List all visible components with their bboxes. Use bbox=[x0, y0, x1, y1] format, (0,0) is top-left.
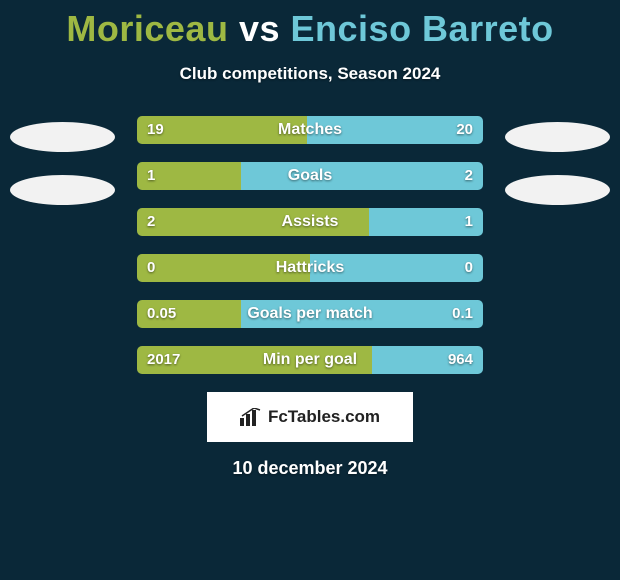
vs-text: vs bbox=[239, 8, 280, 49]
stat-value-right: 0 bbox=[465, 254, 473, 282]
stat-label: Goals per match bbox=[137, 300, 483, 328]
stat-value-right: 1 bbox=[465, 208, 473, 236]
stat-value-right: 2 bbox=[465, 162, 473, 190]
stat-row-goals: 1 Goals 2 bbox=[137, 162, 483, 190]
fctables-logo: FcTables.com bbox=[207, 392, 413, 442]
stat-label: Goals bbox=[137, 162, 483, 190]
chart-icon bbox=[240, 408, 262, 426]
date-text: 10 december 2024 bbox=[0, 458, 620, 479]
stat-row-matches: 19 Matches 20 bbox=[137, 116, 483, 144]
player2-avatar-bottom bbox=[505, 175, 610, 205]
stat-value-right: 964 bbox=[448, 346, 473, 374]
player2-avatar-top bbox=[505, 122, 610, 152]
stat-value-right: 20 bbox=[456, 116, 473, 144]
player1-avatar-bottom bbox=[10, 175, 115, 205]
player2-name: Enciso Barreto bbox=[291, 8, 554, 49]
player1-avatar-top bbox=[10, 122, 115, 152]
logo-text: FcTables.com bbox=[268, 407, 380, 427]
stat-row-hattricks: 0 Hattricks 0 bbox=[137, 254, 483, 282]
stat-row-min-per-goal: 2017 Min per goal 964 bbox=[137, 346, 483, 374]
subtitle: Club competitions, Season 2024 bbox=[0, 64, 620, 84]
player1-name: Moriceau bbox=[66, 8, 228, 49]
stat-row-assists: 2 Assists 1 bbox=[137, 208, 483, 236]
stat-row-goals-per-match: 0.05 Goals per match 0.1 bbox=[137, 300, 483, 328]
stat-label: Assists bbox=[137, 208, 483, 236]
comparison-title: Moriceau vs Enciso Barreto bbox=[0, 0, 620, 50]
stat-label: Matches bbox=[137, 116, 483, 144]
stat-value-right: 0.1 bbox=[452, 300, 473, 328]
stat-label: Hattricks bbox=[137, 254, 483, 282]
stat-label: Min per goal bbox=[137, 346, 483, 374]
stat-bars-container: 19 Matches 20 1 Goals 2 2 Assists 1 0 Ha… bbox=[137, 116, 483, 374]
